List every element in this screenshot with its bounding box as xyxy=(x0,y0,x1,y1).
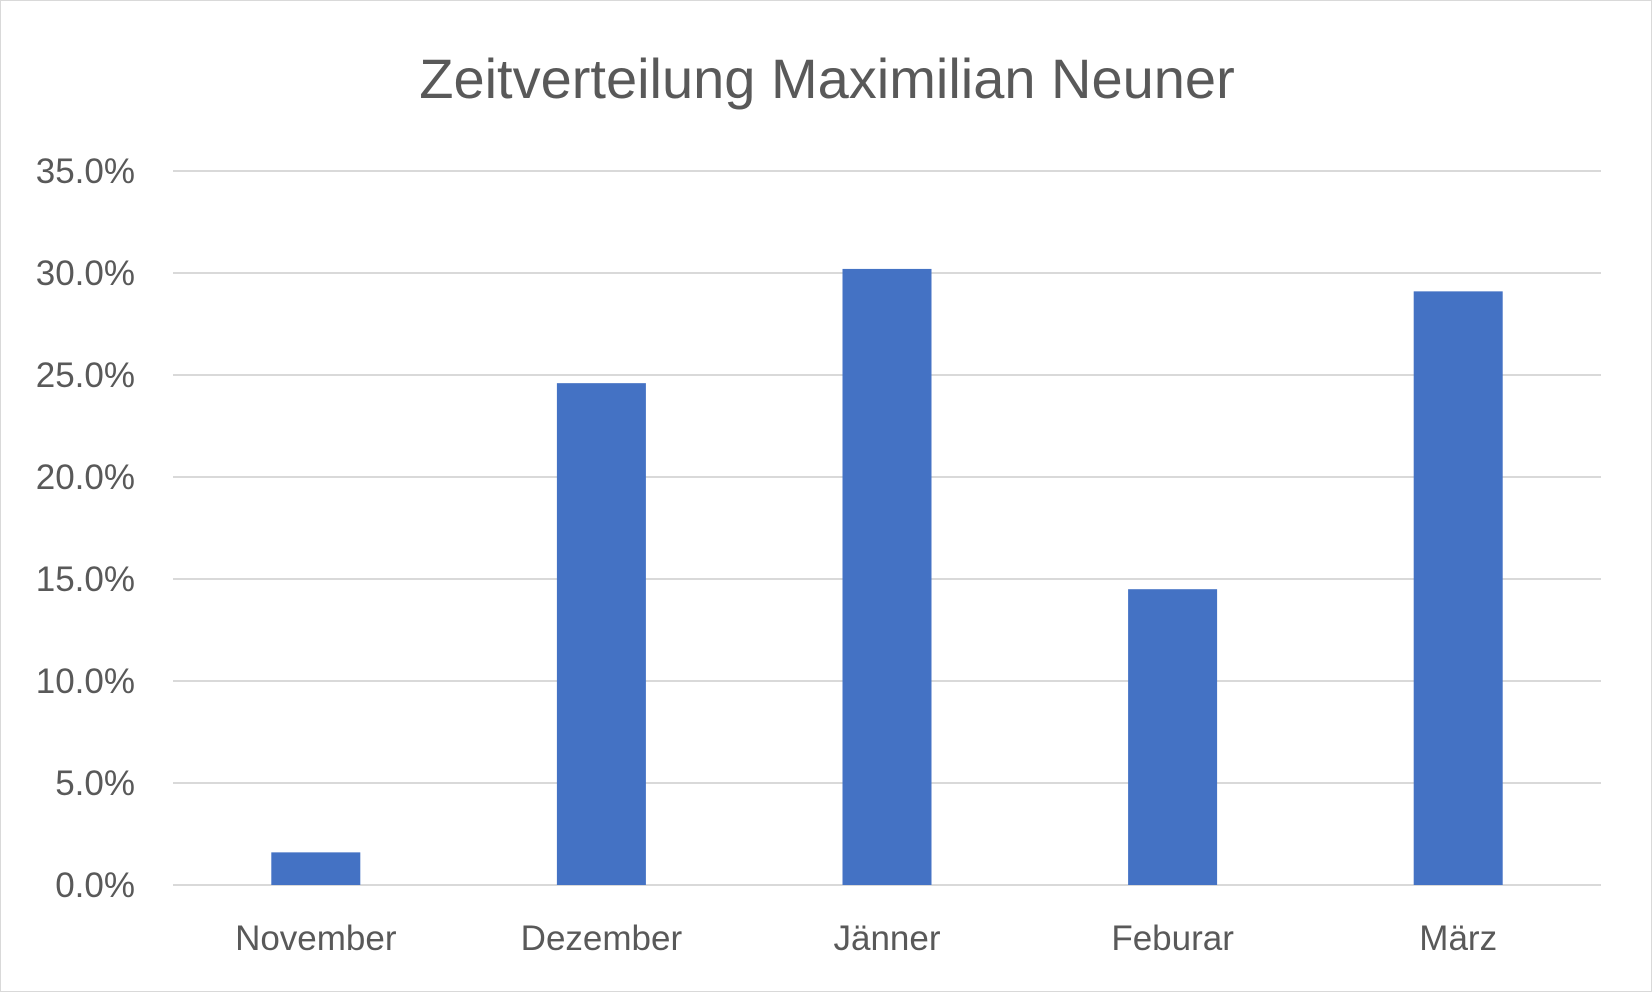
y-axis-tick-labels: 0.0% 5.0% 10.0% 15.0% 20.0% 25.0% 30.0% 35.0% xyxy=(36,152,135,905)
y-tick-label: 20.0% xyxy=(36,458,135,497)
y-tick-label: 5.0% xyxy=(55,764,135,803)
y-tick-label: 25.0% xyxy=(36,356,135,395)
bar-märz xyxy=(1413,291,1503,885)
bar-feburar xyxy=(1128,589,1218,885)
y-tick-label: 15.0% xyxy=(36,560,135,599)
x-tick-label: November xyxy=(235,919,397,958)
y-tick-label: 30.0% xyxy=(36,254,135,293)
bar-jänner xyxy=(842,268,932,885)
bar-november xyxy=(271,852,361,885)
bar-dezember xyxy=(556,383,646,885)
x-tick-label: März xyxy=(1419,919,1497,958)
y-tick-label: 35.0% xyxy=(36,152,135,191)
x-tick-label: Jänner xyxy=(833,919,940,958)
x-axis-tick-labels: November Dezember Jänner Feburar März xyxy=(235,919,1497,958)
y-tick-label: 0.0% xyxy=(55,866,135,905)
x-tick-label: Feburar xyxy=(1111,919,1234,958)
y-tick-label: 10.0% xyxy=(36,662,135,701)
bars xyxy=(271,268,1503,885)
chart-title: Zeitverteilung Maximilian Neuner xyxy=(419,47,1234,110)
x-tick-label: Dezember xyxy=(521,919,683,958)
